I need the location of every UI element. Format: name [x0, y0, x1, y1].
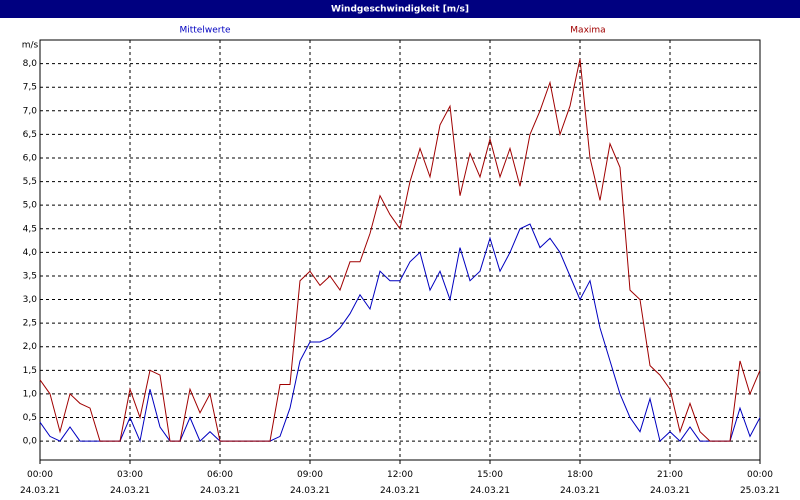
legend-entry: Maxima: [570, 26, 605, 36]
x-tick-label-line: 15:00: [477, 470, 503, 480]
window-title: Windgeschwindigkeit [m/s]: [331, 5, 469, 15]
y-tick-label: 7,5: [23, 83, 37, 93]
x-tick-label: 06:00 24.03.21: [200, 470, 240, 496]
y-tick-label: 3,5: [23, 271, 37, 281]
y-tick-label: 5,5: [23, 177, 37, 187]
x-tick-label: 00:00 25.03.21: [740, 470, 780, 496]
x-tick-label-line: 24.03.21: [110, 486, 150, 496]
x-tick-label-line: 18:00: [567, 470, 593, 480]
x-tick-label-line: 24.03.21: [200, 486, 240, 496]
x-tick-label-line: 00:00: [747, 470, 773, 480]
y-tick-label: 2,0: [23, 342, 38, 352]
y-tick-label: 8,0: [23, 59, 38, 69]
x-tick-label: 03:00 24.03.21: [110, 470, 150, 496]
y-tick-label: 2,5: [23, 319, 37, 329]
y-tick-label: 6,0: [23, 153, 38, 163]
y-tick-label: 7,0: [23, 106, 38, 116]
y-tick-label: 0,5: [23, 413, 37, 423]
x-tick-label-line: 09:00: [297, 470, 323, 480]
y-tick-label: 0,0: [23, 437, 38, 447]
y-tick-label: 6,5: [23, 130, 37, 140]
y-tick-label: 5,0: [23, 201, 38, 211]
x-tick-label-line: 25.03.21: [740, 486, 780, 496]
y-tick-label: 4,5: [23, 224, 37, 234]
x-tick-label-line: 24.03.21: [470, 486, 510, 496]
x-tick-label-line: 00:00: [27, 470, 53, 480]
x-tick-label: 15:00 24.03.21: [470, 470, 510, 496]
y-tick-label: 3,0: [23, 295, 38, 305]
x-tick-label-line: 24.03.21: [380, 486, 420, 496]
y-tick-label: 1,0: [23, 389, 38, 399]
x-tick-label-line: 24.03.21: [650, 486, 690, 496]
x-tick-label: 12:00 24.03.21: [380, 470, 420, 496]
series-line: [39, 223, 761, 443]
y-tick-label: 1,5: [23, 366, 37, 376]
x-tick-label-line: 03:00: [117, 470, 143, 480]
x-tick-label: 00:00 24.03.21: [20, 470, 60, 496]
x-tick-label-line: 21:00: [657, 470, 683, 480]
x-tick-label-line: 06:00: [207, 470, 233, 480]
x-tick-label-line: 12:00: [387, 470, 413, 480]
legend-entry: Mittelwerte: [179, 26, 230, 36]
title-bar: [0, 0, 800, 18]
series-line: [39, 58, 761, 442]
x-tick-label: 21:00 24.03.21: [650, 470, 690, 496]
x-tick-label: 18:00 24.03.21: [560, 470, 600, 496]
y-axis-label: m/s: [22, 41, 39, 51]
x-tick-label-line: 24.03.21: [20, 486, 60, 496]
x-tick-label-line: 24.03.21: [290, 486, 330, 496]
y-tick-label: 4,0: [23, 248, 38, 258]
x-tick-label-line: 24.03.21: [560, 486, 600, 496]
x-tick-label: 09:00 24.03.21: [290, 470, 330, 496]
